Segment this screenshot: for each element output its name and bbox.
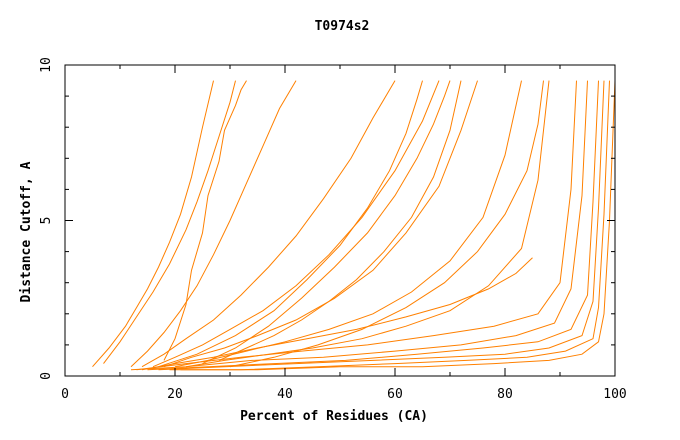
series-line-12 <box>147 80 599 371</box>
x-tick-label: 60 <box>387 387 403 402</box>
series-line-6 <box>163 80 478 368</box>
series-line-17 <box>202 80 451 365</box>
series-line-5 <box>152 80 440 368</box>
series-line-13 <box>158 80 605 371</box>
series-line-16 <box>158 80 423 368</box>
x-tick-label: 40 <box>277 387 293 402</box>
y-tick-label: 10 <box>39 57 54 73</box>
series-line-2 <box>103 80 236 364</box>
plot-frame <box>64 64 616 377</box>
series-line-11 <box>130 80 588 371</box>
x-tick-label: 0 <box>61 387 69 402</box>
y-axis: 0 5 10 <box>39 57 615 380</box>
series-line-15 <box>180 80 616 371</box>
series-line-14 <box>169 80 610 371</box>
series-line-4 <box>141 80 396 368</box>
series-line-3 <box>130 80 297 368</box>
y-axis-label: Distance Cutoff, A <box>19 161 34 302</box>
chart-title: T0974s2 <box>315 19 370 34</box>
x-axis: 0 20 40 60 80 100 <box>61 65 627 402</box>
series-line-19 <box>163 80 247 361</box>
series-line-20 <box>218 80 462 361</box>
series-line-9 <box>141 257 533 371</box>
y-tick-label: 0 <box>39 372 54 380</box>
x-tick-label: 20 <box>167 387 183 402</box>
series-line-18 <box>229 80 544 368</box>
y-tick-label: 5 <box>39 217 54 225</box>
series-lines <box>92 80 616 371</box>
x-axis-label: Percent of Residues (CA) <box>240 409 428 424</box>
series-line-10 <box>136 80 577 371</box>
series-line-1 <box>92 80 214 368</box>
x-tick-label: 80 <box>497 387 513 402</box>
x-tick-label: 100 <box>603 387 626 402</box>
